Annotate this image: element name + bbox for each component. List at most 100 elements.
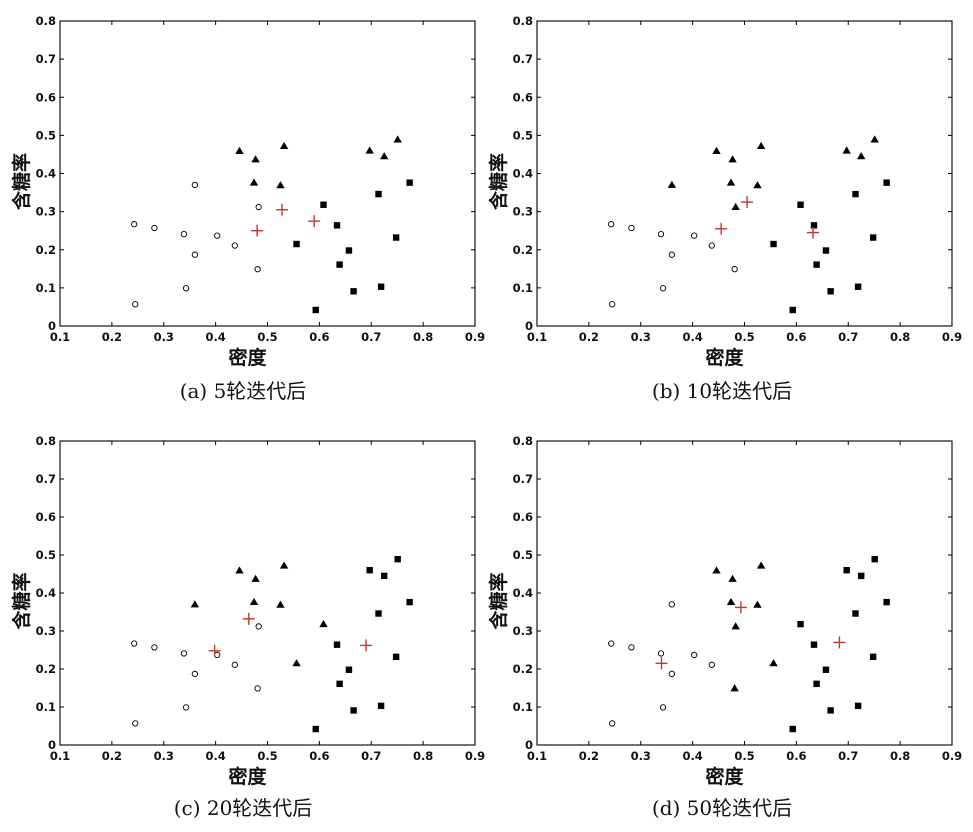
data-point-circle [668, 251, 676, 258]
subfigure-caption: (a) 5轮迭代后 [180, 379, 307, 403]
data-point-triangle [249, 597, 259, 606]
centroid-marker [276, 203, 289, 216]
data-point-square [827, 707, 834, 714]
data-point-circle [191, 181, 199, 189]
data-point-circle [708, 242, 715, 249]
y-tick-label: 0.4 [36, 586, 56, 600]
x-tick-label: 0.8 [890, 330, 910, 344]
x-tick-label: 0.4 [682, 749, 702, 763]
centroid-marker [251, 224, 264, 237]
data-point-square [852, 190, 859, 198]
y-tick-label: 0.5 [36, 128, 56, 142]
data-point-square [320, 201, 327, 208]
y-tick-label: 0.7 [36, 472, 56, 486]
data-point-circle [708, 661, 715, 668]
data-point-circle [231, 242, 238, 249]
y-tick-label: 0.2 [36, 662, 56, 676]
data-point-square [406, 179, 413, 186]
data-point-square [871, 555, 878, 563]
data-point-circle [132, 301, 139, 308]
data-point-triangle [365, 146, 374, 154]
data-point-square [392, 234, 400, 241]
data-point-triangle [756, 561, 766, 569]
x-tick-label: 0.9 [942, 749, 962, 763]
scatter-panel-2: 0.1 0.2 0.3 0.4 0.5 0.6 0.7 0.8 0.900.10.20.30.4… [487, 14, 962, 403]
x-tick-label: 0.6 [309, 749, 329, 763]
data-point-square [770, 240, 777, 248]
x-tick-label: 0.2 [102, 749, 122, 763]
data-point-circle [668, 601, 676, 608]
data-point-triangle [756, 141, 766, 149]
data-point-triangle [728, 155, 737, 163]
data-point-square [797, 620, 804, 628]
data-point-square [333, 641, 341, 648]
data-point-circle [657, 230, 665, 238]
y-tick-label: 0.5 [513, 548, 533, 562]
data-point-circle [659, 285, 667, 292]
data-point-square [312, 725, 319, 733]
y-tick-label: 0.1 [513, 700, 533, 714]
data-point-square [293, 240, 300, 248]
y-tick-label: 0.3 [513, 624, 533, 638]
data-point-square [789, 306, 796, 314]
data-point-square [843, 567, 850, 574]
data-point-triangle [235, 146, 244, 154]
plot-frame [536, 440, 953, 746]
y-tick-label: 0.7 [513, 52, 533, 66]
scatter-panel-4: 0.1 0.2 0.3 0.4 0.5 0.6 0.7 0.8 0.900.10.20.30.4… [487, 434, 962, 820]
centroid-marker [734, 601, 747, 614]
y-tick-label: 0 [48, 738, 56, 752]
data-point-circle [608, 640, 615, 647]
y-tick-label: 0 [525, 319, 533, 333]
centroid-marker [208, 644, 221, 657]
data-point-circle [254, 685, 261, 692]
data-point-triangle [857, 152, 866, 160]
y-tick-label: 0.7 [36, 52, 56, 66]
centroid-marker [655, 657, 668, 670]
y-tick-label: 0.8 [36, 434, 56, 448]
data-point-circle [131, 221, 138, 228]
data-point-circle [255, 203, 262, 211]
data-point-square [406, 598, 413, 606]
x-tick-label: 0.3 [154, 749, 174, 763]
x-tick-label: 0.7 [838, 330, 858, 344]
x-tick-label: 0.5 [257, 330, 277, 344]
data-point-square [375, 190, 382, 198]
x-tick-label: 0.6 [309, 330, 329, 344]
x-axis-label: 密度 [228, 765, 267, 788]
data-point-circle [214, 232, 221, 239]
centroid-marker [308, 215, 321, 228]
x-tick-label: 0.7 [361, 330, 381, 344]
y-tick-label: 0 [525, 738, 533, 752]
data-point-circle [214, 651, 221, 659]
data-point-triangle [235, 566, 244, 574]
data-point-circle [628, 644, 635, 651]
centroid-marker [833, 636, 846, 649]
x-tick-label: 0.7 [361, 749, 381, 763]
centroid-marker [715, 222, 728, 235]
y-tick-label: 0.3 [36, 205, 56, 219]
y-tick-label: 0.4 [513, 586, 533, 600]
data-point-square [854, 283, 862, 290]
y-tick-label: 0.7 [513, 472, 533, 486]
y-tick-label: 0.1 [513, 281, 533, 295]
x-tick-label: 0.2 [102, 330, 122, 344]
data-point-square [377, 283, 385, 290]
data-point-triangle [731, 202, 740, 210]
x-tick-label: 0.8 [413, 330, 433, 344]
y-tick-label: 0.5 [36, 548, 56, 562]
data-point-square [822, 247, 830, 254]
x-axis-label: 密度 [705, 346, 744, 369]
data-point-triangle [712, 566, 721, 574]
centroid-marker [242, 612, 255, 625]
data-point-square [810, 641, 818, 648]
data-point-circle [180, 650, 188, 657]
data-point-square [797, 201, 804, 208]
centroid-marker [806, 226, 819, 239]
plot-frame [59, 440, 476, 746]
y-tick-label: 0.8 [513, 14, 533, 28]
subfigure-caption: (c) 20轮迭代后 [174, 796, 313, 820]
x-tick-label: 0.9 [465, 330, 485, 344]
data-point-circle [132, 720, 139, 727]
data-point-circle [231, 661, 238, 668]
